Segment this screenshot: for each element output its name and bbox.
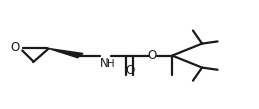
Text: O: O bbox=[10, 41, 19, 54]
Polygon shape bbox=[49, 49, 83, 58]
Text: N: N bbox=[100, 57, 109, 70]
Text: H: H bbox=[107, 59, 114, 69]
Text: O: O bbox=[125, 64, 134, 77]
Text: O: O bbox=[148, 49, 157, 62]
